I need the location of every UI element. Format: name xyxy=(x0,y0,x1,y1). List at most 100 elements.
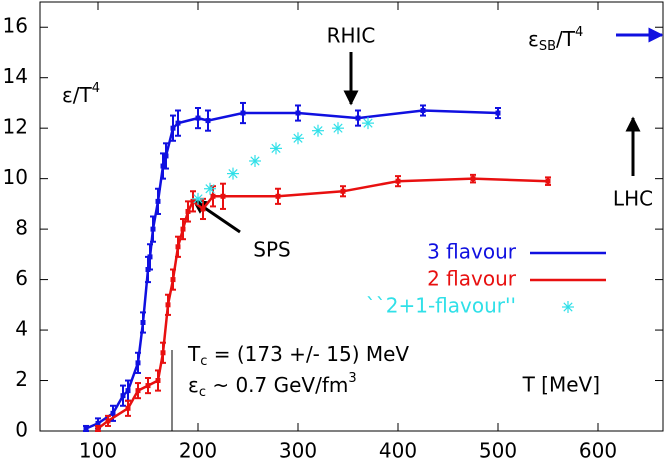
data-point xyxy=(220,193,226,199)
star-stroke xyxy=(363,118,373,128)
data-point xyxy=(190,198,196,204)
data-point xyxy=(105,418,111,424)
rhic-label: RHIC xyxy=(327,24,376,48)
sb-label: εSB/T4 xyxy=(528,25,583,54)
y-tick-label: 2 xyxy=(15,367,28,391)
data-point xyxy=(275,193,281,199)
data-point xyxy=(295,110,301,116)
series-line xyxy=(85,109,499,430)
legend-label: 3 flavour xyxy=(427,240,517,264)
ec-label-part: c xyxy=(199,385,206,400)
y-tick-label: 12 xyxy=(3,115,28,139)
data-point xyxy=(83,425,89,431)
data-point xyxy=(170,125,176,131)
ec-label: εc ~ 0.7 GeV/fm3 xyxy=(188,371,357,400)
data-point xyxy=(470,176,476,182)
star-stroke xyxy=(193,194,203,204)
data-point xyxy=(180,226,186,232)
data-point xyxy=(160,163,166,169)
x-tick-label: 600 xyxy=(579,439,617,463)
star-marker xyxy=(562,301,574,313)
y-tick-label: 4 xyxy=(15,317,28,341)
star-marker xyxy=(292,132,304,145)
data-point xyxy=(160,350,166,356)
x-tick-label: 400 xyxy=(379,439,417,463)
star-marker xyxy=(249,154,261,167)
star-marker xyxy=(312,124,324,137)
ec-label-part: ~ 0.7 GeV/fm xyxy=(206,373,348,397)
data-point xyxy=(140,319,146,325)
sb-label-part: /T xyxy=(556,27,576,51)
data-point xyxy=(420,108,426,114)
star-stroke xyxy=(563,302,573,312)
data-point xyxy=(170,277,176,283)
data-point xyxy=(95,425,101,431)
data-point xyxy=(210,193,216,199)
ec-label-part: ε xyxy=(188,373,199,397)
star-marker xyxy=(227,167,239,180)
sb-label-part: ε xyxy=(528,27,539,51)
x-tick-label: 100 xyxy=(79,439,117,463)
star-stroke xyxy=(271,143,281,153)
data-point xyxy=(185,208,191,214)
tc-label: Tc = (173 +/- 15) MeV xyxy=(187,342,409,369)
data-point xyxy=(205,118,211,124)
tc-label-part: = (173 +/- 15) MeV xyxy=(207,342,409,366)
legend-label: 2 flavour xyxy=(427,267,517,291)
ec-label-part: 3 xyxy=(348,371,356,386)
star-stroke xyxy=(250,156,260,166)
legend-label: ``2+1-flavour'' xyxy=(366,294,516,318)
star-stroke xyxy=(333,123,343,133)
tc-label-part: T xyxy=(187,342,201,366)
y-tick-label: 14 xyxy=(3,64,28,88)
data-point xyxy=(95,420,101,426)
x-tick-label: 300 xyxy=(279,439,317,463)
data-point xyxy=(355,115,361,121)
x-tick-label: 200 xyxy=(179,439,217,463)
data-point xyxy=(155,378,161,384)
data-point xyxy=(175,120,181,126)
sps-label: SPS xyxy=(253,238,290,262)
data-point xyxy=(135,388,141,394)
star-stroke xyxy=(293,133,303,143)
star-marker xyxy=(362,117,374,130)
y-tick-label: 10 xyxy=(3,165,28,189)
data-point xyxy=(125,388,131,394)
data-point xyxy=(135,360,141,366)
data-point xyxy=(110,410,116,416)
data-point xyxy=(163,153,169,159)
y-tick-label: 8 xyxy=(15,216,28,240)
data-point xyxy=(545,178,551,184)
data-point xyxy=(495,110,501,116)
data-point xyxy=(240,110,246,116)
y-axis-label-part: 4 xyxy=(92,81,100,96)
data-point xyxy=(125,405,131,411)
data-point xyxy=(395,178,401,184)
plot-frame xyxy=(39,1,664,432)
y-tick-label: 0 xyxy=(15,418,28,442)
data-point xyxy=(165,302,171,308)
y-tick-label: 6 xyxy=(15,266,28,290)
y-tick-label: 16 xyxy=(3,14,28,38)
sb-label-part: 4 xyxy=(575,25,583,40)
data-point xyxy=(155,198,161,204)
star-stroke xyxy=(205,184,215,194)
sps-arrow xyxy=(191,198,241,234)
data-point xyxy=(120,393,126,399)
star-stroke xyxy=(228,168,238,179)
star-marker xyxy=(332,122,344,135)
data-point xyxy=(145,383,151,389)
data-point xyxy=(195,115,201,121)
tc-label-part: c xyxy=(200,354,207,369)
lhc-label: LHC xyxy=(613,187,653,211)
star-marker xyxy=(204,182,216,195)
data-point xyxy=(200,206,206,212)
star-stroke xyxy=(313,126,323,136)
y-axis-label: ε/T4 xyxy=(62,81,100,107)
star-marker xyxy=(192,192,204,205)
data-point xyxy=(147,254,153,260)
x-tick-label: 500 xyxy=(479,439,517,463)
data-point xyxy=(175,244,181,250)
star-marker xyxy=(270,142,282,155)
